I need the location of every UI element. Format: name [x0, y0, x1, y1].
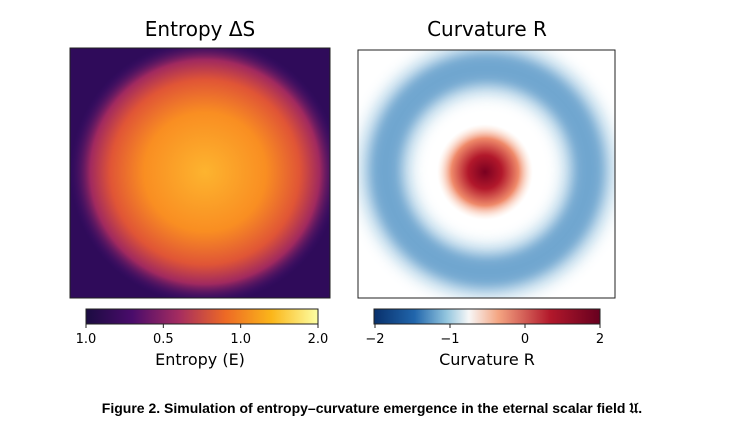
colorbar-tick-label: −2	[365, 332, 384, 347]
curvature-map	[358, 50, 615, 298]
colorbar-tick-label: 2.0	[308, 332, 329, 347]
colorbar-tick-label: 0	[521, 332, 529, 347]
caption: Figure 2. Simulation of entropy–curvatur…	[102, 400, 642, 416]
colorbar-tick-label: 1.0	[76, 332, 97, 347]
panel-frame	[69, 47, 331, 299]
panel-title: Entropy ΔS	[145, 17, 255, 41]
colorbar-label: Entropy (E)	[155, 350, 245, 369]
colorbar-tick-label: 2	[596, 332, 604, 347]
colorbar-label: Curvature R	[439, 350, 535, 369]
panel-title: Curvature R	[427, 17, 547, 41]
colorbar-tick-label: −1	[440, 332, 459, 347]
colorbar	[373, 308, 601, 325]
colorbar	[85, 308, 319, 325]
colorbar-tick-label: 0.5	[153, 332, 174, 347]
entropy-map	[70, 48, 330, 298]
colorbar-tick-label: 1.0	[230, 332, 251, 347]
panel-frame	[357, 49, 616, 299]
